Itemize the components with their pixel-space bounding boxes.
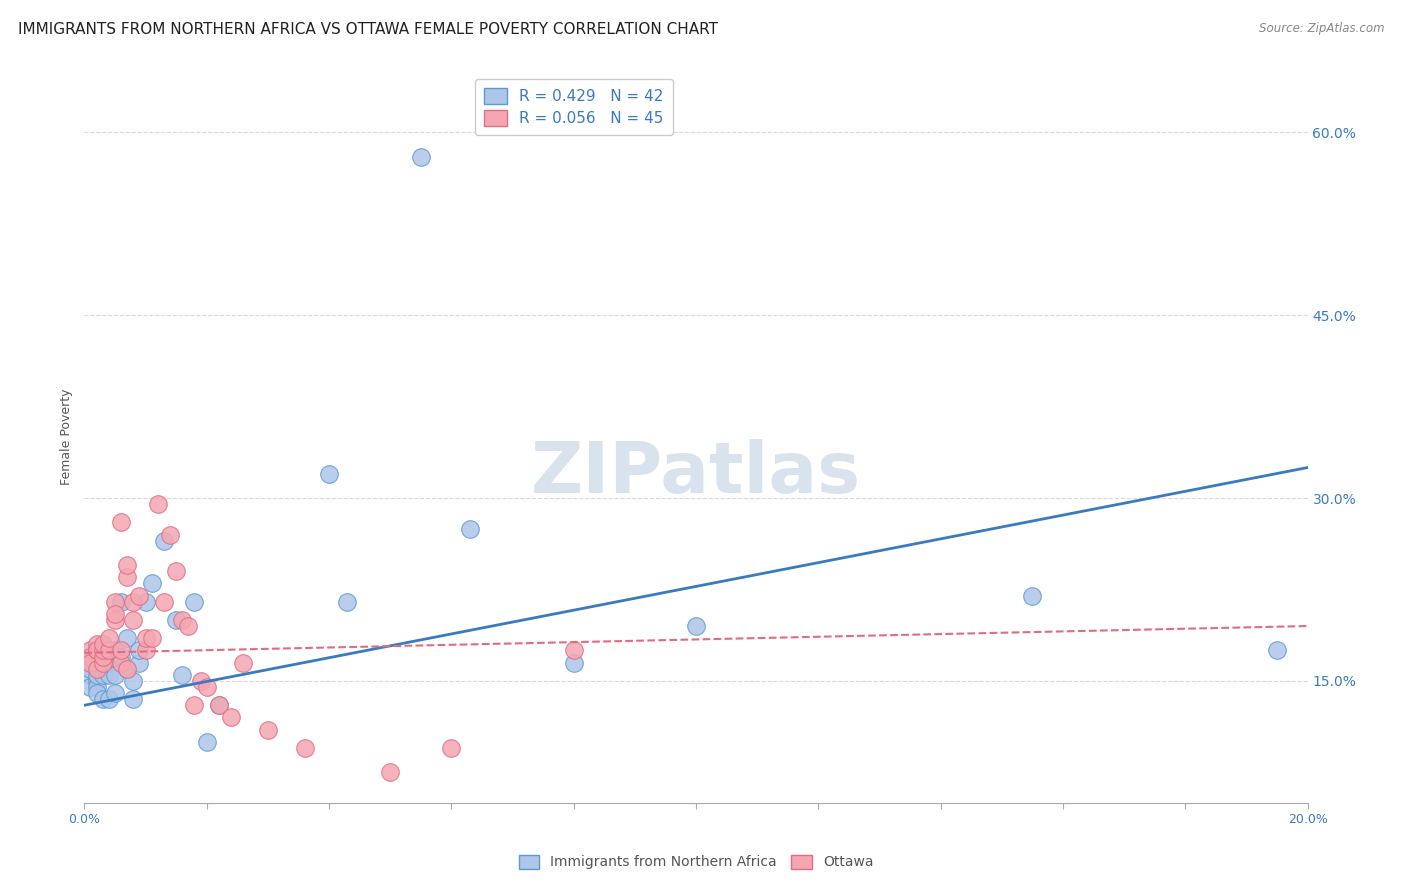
Point bbox=[128, 656, 150, 670]
Y-axis label: Female Poverty: Female Poverty bbox=[60, 389, 73, 485]
Point bbox=[122, 594, 145, 608]
Point bbox=[172, 667, 194, 681]
Point bbox=[104, 613, 127, 627]
Point bbox=[153, 594, 176, 608]
Point bbox=[1265, 643, 1288, 657]
Point bbox=[79, 649, 101, 664]
Point bbox=[86, 673, 108, 688]
Point bbox=[219, 710, 242, 724]
Point bbox=[141, 576, 163, 591]
Point bbox=[183, 594, 205, 608]
Point bbox=[91, 692, 114, 706]
Point bbox=[104, 686, 127, 700]
Point bbox=[318, 467, 340, 481]
Point bbox=[135, 632, 157, 646]
Point bbox=[86, 686, 108, 700]
Point bbox=[135, 594, 157, 608]
Point bbox=[86, 680, 108, 694]
Point bbox=[336, 594, 359, 608]
Point bbox=[110, 643, 132, 657]
Point bbox=[104, 643, 127, 657]
Point bbox=[141, 632, 163, 646]
Point bbox=[97, 667, 120, 681]
Point bbox=[190, 673, 212, 688]
Point bbox=[79, 680, 101, 694]
Point bbox=[97, 643, 120, 657]
Point bbox=[104, 594, 127, 608]
Point bbox=[91, 667, 114, 681]
Point bbox=[409, 150, 432, 164]
Point bbox=[104, 667, 127, 681]
Text: IMMIGRANTS FROM NORTHERN AFRICA VS OTTAWA FEMALE POVERTY CORRELATION CHART: IMMIGRANTS FROM NORTHERN AFRICA VS OTTAW… bbox=[18, 22, 718, 37]
Legend: Immigrants from Northern Africa, Ottawa: Immigrants from Northern Africa, Ottawa bbox=[512, 847, 880, 876]
Point bbox=[79, 656, 101, 670]
Point bbox=[440, 740, 463, 755]
Point bbox=[294, 740, 316, 755]
Point bbox=[562, 656, 585, 670]
Point bbox=[562, 643, 585, 657]
Point bbox=[195, 735, 218, 749]
Point bbox=[165, 613, 187, 627]
Point bbox=[135, 643, 157, 657]
Point bbox=[110, 656, 132, 670]
Point bbox=[208, 698, 231, 713]
Point bbox=[91, 656, 114, 670]
Point bbox=[91, 649, 114, 664]
Point bbox=[79, 643, 101, 657]
Point bbox=[86, 667, 108, 681]
Point bbox=[97, 632, 120, 646]
Point bbox=[115, 558, 138, 573]
Point bbox=[86, 643, 108, 657]
Point bbox=[115, 662, 138, 676]
Point bbox=[115, 570, 138, 584]
Point bbox=[97, 692, 120, 706]
Point bbox=[380, 765, 402, 780]
Point bbox=[685, 619, 707, 633]
Point bbox=[115, 662, 138, 676]
Point bbox=[91, 637, 114, 651]
Point bbox=[86, 643, 108, 657]
Text: ZIPatlas: ZIPatlas bbox=[531, 439, 860, 508]
Point bbox=[104, 649, 127, 664]
Point bbox=[110, 594, 132, 608]
Point bbox=[208, 698, 231, 713]
Point bbox=[1021, 589, 1043, 603]
Point bbox=[91, 643, 114, 657]
Point bbox=[146, 497, 169, 511]
Point bbox=[91, 656, 114, 670]
Point bbox=[153, 533, 176, 548]
Point bbox=[97, 656, 120, 670]
Point bbox=[195, 680, 218, 694]
Point bbox=[232, 656, 254, 670]
Point bbox=[159, 527, 181, 541]
Text: Source: ZipAtlas.com: Source: ZipAtlas.com bbox=[1260, 22, 1385, 36]
Point bbox=[79, 662, 101, 676]
Point bbox=[122, 692, 145, 706]
Point bbox=[458, 521, 481, 535]
Point bbox=[79, 667, 101, 681]
Point bbox=[110, 649, 132, 664]
Point bbox=[122, 673, 145, 688]
Point bbox=[115, 632, 138, 646]
Point bbox=[183, 698, 205, 713]
Point bbox=[86, 637, 108, 651]
Point bbox=[104, 607, 127, 621]
Point bbox=[165, 564, 187, 578]
Point bbox=[177, 619, 200, 633]
Point bbox=[86, 662, 108, 676]
Point bbox=[257, 723, 280, 737]
Point bbox=[128, 643, 150, 657]
Point bbox=[172, 613, 194, 627]
Point bbox=[110, 516, 132, 530]
Point bbox=[91, 649, 114, 664]
Point bbox=[128, 589, 150, 603]
Point bbox=[122, 613, 145, 627]
